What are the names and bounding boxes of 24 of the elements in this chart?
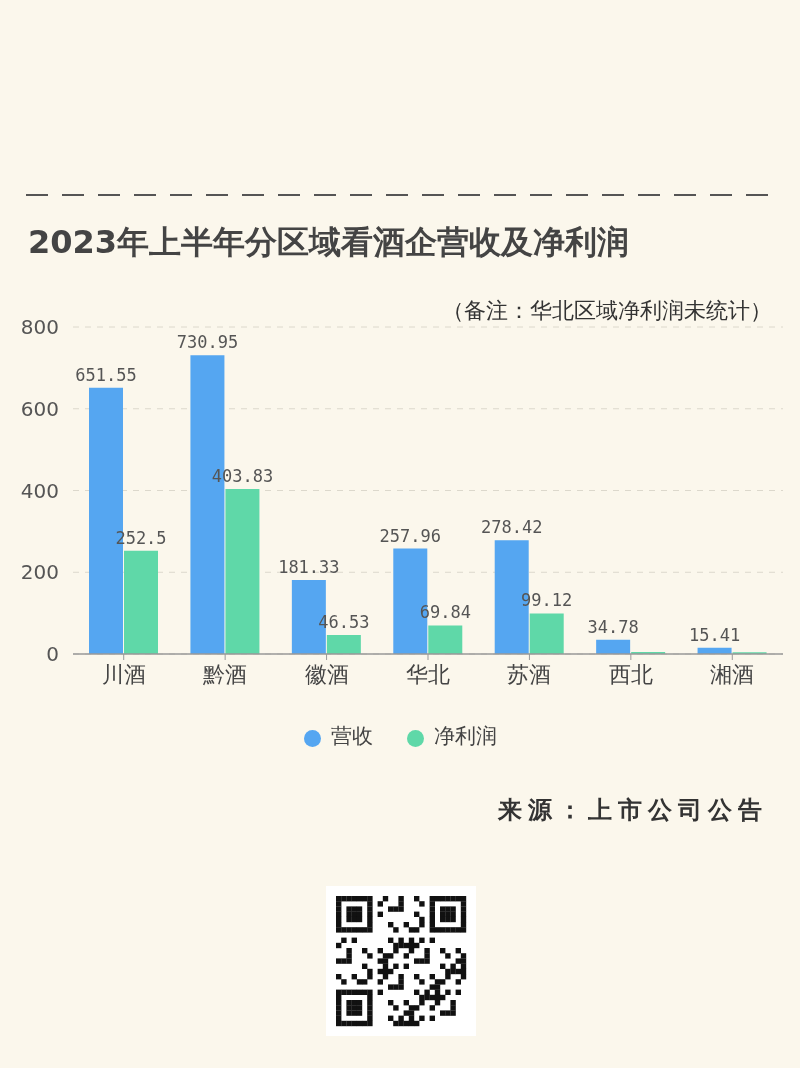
data-label: 257.96 bbox=[379, 525, 441, 546]
legend-label: 营收 bbox=[330, 724, 373, 748]
data-label: 34.78 bbox=[587, 616, 639, 637]
y-tick-label: 600 bbox=[20, 396, 59, 421]
legend-label: 净利润 bbox=[433, 724, 497, 748]
data-label: 278.42 bbox=[481, 517, 543, 538]
x-tick-label: 黔酒 bbox=[202, 661, 248, 687]
x-tick-label: 川酒 bbox=[101, 661, 146, 687]
data-label: 730.95 bbox=[176, 332, 239, 353]
x-tick-label: 西北 bbox=[608, 661, 653, 687]
y-tick-label: 0 bbox=[46, 642, 59, 667]
y-tick-label: 400 bbox=[20, 478, 59, 503]
source-note: 来源：上市公司公告 bbox=[498, 795, 768, 826]
x-tick-label: 华北 bbox=[406, 661, 450, 687]
y-tick-label: 800 bbox=[20, 315, 59, 340]
data-label: 15.41 bbox=[688, 624, 741, 645]
x-tick-label: 徽酒 bbox=[304, 661, 349, 687]
data-label: 181.33 bbox=[278, 556, 340, 577]
x-tick-label: 湘酒 bbox=[710, 661, 755, 687]
text: （备注：华北区域净利润未统计） bbox=[442, 297, 772, 325]
x-tick-label: 苏酒 bbox=[507, 661, 552, 687]
data-label: 651.55 bbox=[75, 364, 137, 385]
chart-title: 2023年上半年分区域看酒企营收及净利润 bbox=[28, 222, 630, 263]
y-tick-label: 200 bbox=[20, 560, 59, 585]
